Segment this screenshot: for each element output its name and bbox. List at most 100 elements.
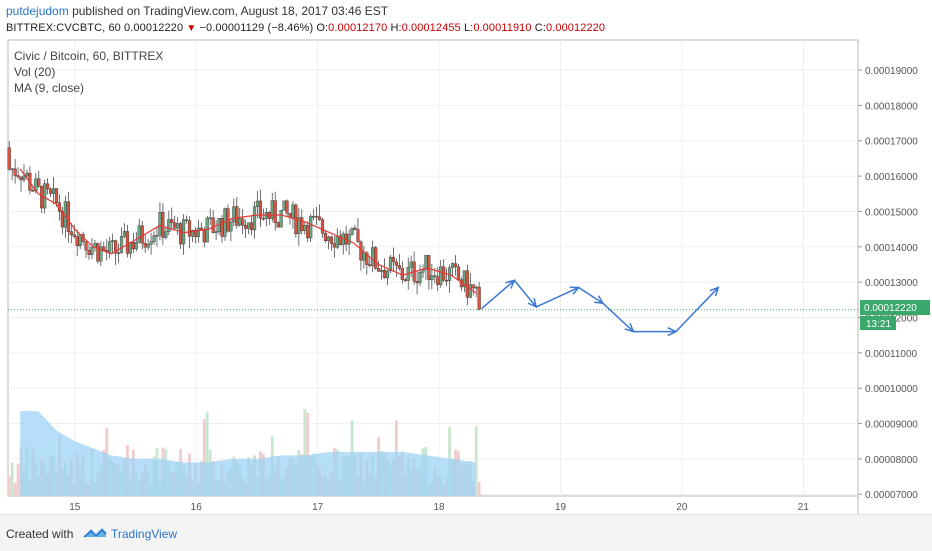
tradingview-logo-icon: [83, 528, 107, 538]
candle: [16, 167, 20, 179]
candle-body: [465, 270, 469, 298]
candle-body: [450, 263, 455, 269]
candle-body: [323, 232, 328, 241]
candle-body: [96, 243, 100, 262]
price-change: −0.00001129 (−8.46%): [199, 22, 314, 34]
candle-body: [46, 183, 50, 190]
x-tick-label: 15: [69, 502, 81, 513]
candle: [99, 241, 103, 266]
candle-body: [214, 231, 218, 233]
candle: [161, 203, 165, 245]
candle-body: [371, 247, 375, 267]
candle-body: [229, 221, 233, 232]
candle: [468, 273, 472, 299]
candle-body: [149, 241, 153, 245]
candle: [317, 204, 322, 221]
arrow-shaft: [675, 286, 719, 333]
projection-arrow: [513, 279, 538, 309]
candle: [397, 253, 401, 271]
candle: [377, 261, 381, 272]
x-tick-label: 21: [798, 502, 810, 513]
candle: [300, 209, 304, 235]
projection-arrow: [633, 327, 678, 337]
candle-body: [282, 200, 286, 211]
open-value: 0.00012170: [328, 22, 388, 34]
y-tick-label: 0.00014000: [865, 243, 918, 254]
candle-body: [350, 227, 354, 235]
tradingview-brand[interactable]: TradingView: [111, 527, 178, 541]
candle: [170, 207, 174, 231]
candle: [453, 255, 458, 276]
candle-body: [359, 241, 363, 261]
candle-body: [276, 222, 280, 228]
candle-body: [403, 279, 407, 281]
candle-body: [468, 284, 472, 298]
candle: [430, 263, 434, 290]
candle-body: [125, 231, 130, 254]
publish-info: published on TradingView.com, August 18,…: [72, 4, 389, 18]
author-link[interactable]: putdejudom: [6, 4, 69, 18]
candle: [90, 238, 94, 259]
ohlc-bar: BITTREX:CVCBTC, 60 0.00012220 ▼ −0.00001…: [6, 22, 605, 34]
high-label: H:: [390, 22, 402, 34]
projection-arrow: [481, 279, 516, 310]
candle: [374, 245, 378, 270]
created-with-label: Created with: [6, 527, 74, 541]
candle-body: [208, 217, 212, 220]
candle-body: [72, 234, 76, 237]
candle-body: [66, 201, 70, 232]
candle: [418, 264, 422, 287]
candle-body: [477, 286, 481, 310]
candle-body: [7, 147, 11, 170]
y-axis-ticks: 0.00007000 0.00008000 0.00009000 0.00010000…: [858, 66, 918, 501]
candle-body: [409, 261, 413, 268]
candle-body: [78, 234, 82, 247]
legend-title: Civic / Bitcoin, 60, BITTREX: [14, 49, 163, 63]
candle-body: [244, 225, 248, 229]
candle-body: [335, 235, 339, 248]
candle: [155, 227, 159, 247]
candle: [196, 219, 200, 243]
candle-body: [137, 225, 141, 243]
candle: [465, 264, 469, 306]
arrow-head: [505, 279, 516, 289]
candle-body: [69, 231, 73, 235]
candle: [134, 232, 138, 252]
low-value: 0.00011910: [473, 22, 532, 34]
x-tick-label: 17: [312, 502, 324, 513]
y-tick-label: 0.00018000: [865, 101, 918, 112]
candle-body: [176, 223, 180, 229]
candle-body: [22, 175, 26, 181]
volume-ma-fill: [20, 411, 476, 496]
y-tick-label: 0.00013000: [865, 278, 918, 289]
candle: [152, 231, 156, 245]
volume-bar: [16, 463, 20, 496]
candle: [96, 242, 100, 264]
candle-body: [397, 265, 401, 269]
candle-body: [241, 218, 245, 226]
candle-body: [430, 275, 434, 281]
y-tick-label: 0.00008000: [865, 455, 918, 466]
candle-body: [232, 206, 236, 223]
candle-body: [202, 230, 206, 243]
candle: [149, 232, 153, 255]
price-chart[interactable]: 0.00007000 0.00008000 0.00009000 0.00010000…: [0, 0, 932, 514]
y-tick-label: 0.00019000: [865, 66, 918, 77]
candle: [273, 191, 277, 231]
candle-body: [43, 183, 47, 209]
y-tick-label: 0.00007000: [865, 490, 918, 501]
candle-body: [285, 200, 289, 214]
arrow-shaft: [513, 279, 537, 308]
candle-body: [122, 231, 127, 237]
candle-body: [90, 247, 94, 255]
candle-body: [312, 215, 316, 218]
candle-body: [347, 234, 351, 245]
candle-body: [353, 227, 357, 230]
candle-body: [134, 242, 138, 250]
candle: [22, 164, 26, 183]
projection-arrows: [481, 279, 720, 337]
candle: [164, 227, 168, 240]
arrow-head: [709, 286, 720, 297]
volume-bar: [205, 412, 209, 496]
projection-arrow: [602, 302, 635, 333]
